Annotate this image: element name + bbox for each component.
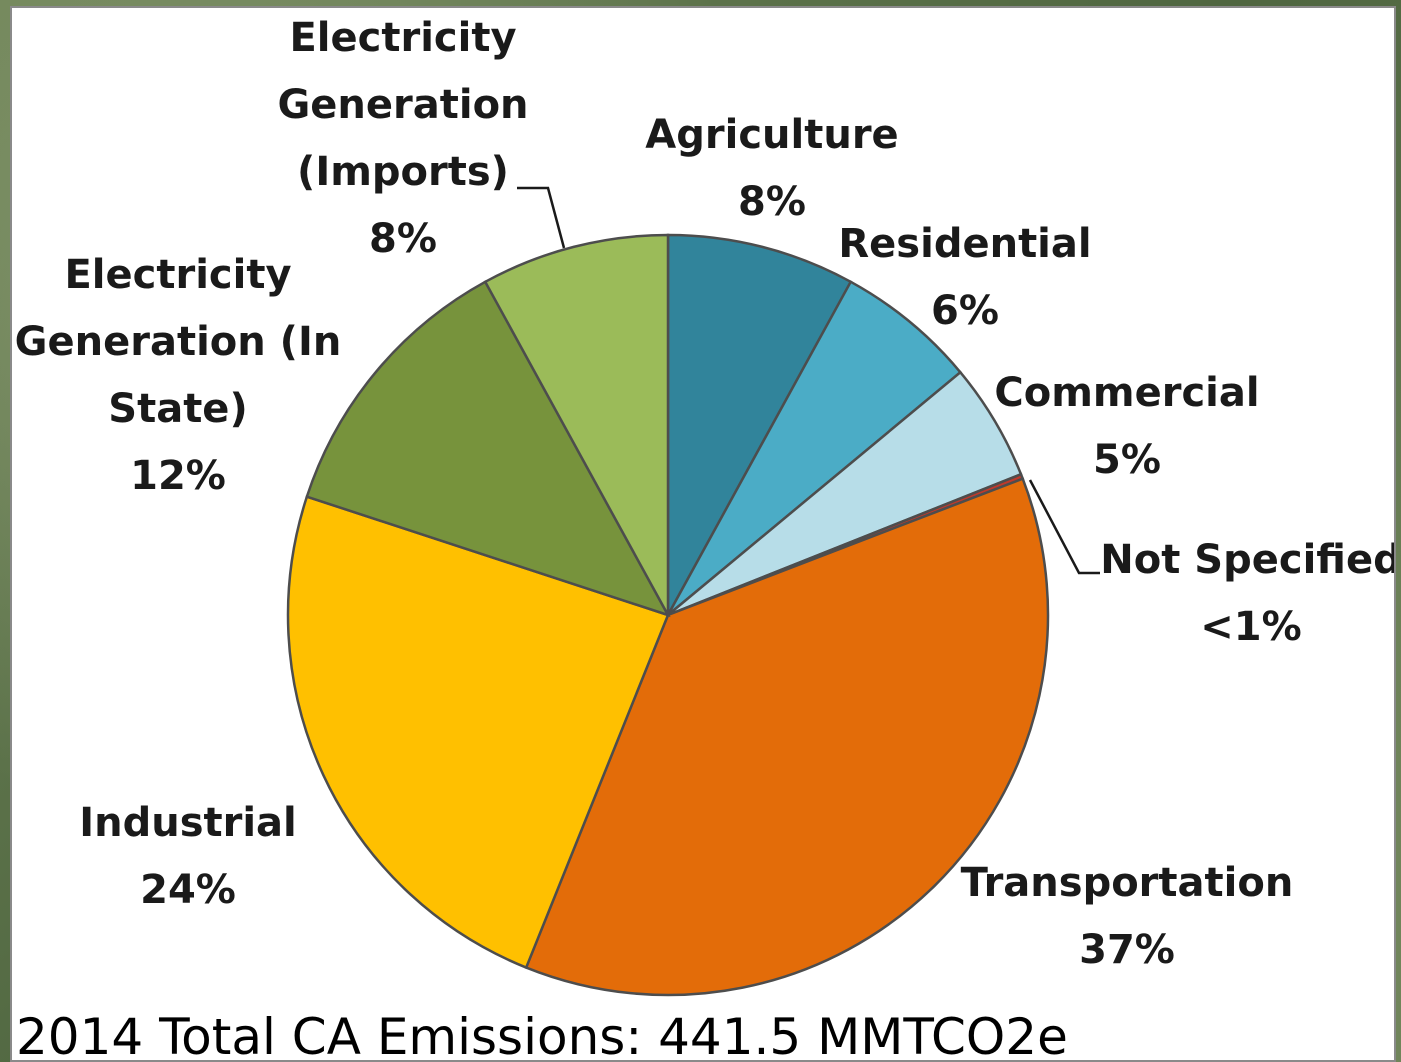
slice-label-residential: Residential 6% [838,221,1091,334]
chart-title: 2014 Total CA Emissions: 441.5 MMTCO2e [16,1008,1068,1062]
leader-line-imports [517,186,566,249]
pie-slice-industrial [286,495,670,970]
pie-chart: Agriculture 8%Residential 6% Commercial 5% No… [15,15,1396,1062]
chart-panel: Agriculture 8% Residential 6% Commercial 5% No… [10,6,1396,1062]
leader-line-not-specified [1028,479,1100,575]
slice-label-electricity-generation-in-state: Electricity Generation (In State) 12% [15,252,342,499]
pie-slices [286,233,1050,997]
slice-label-agriculture: Agriculture 8% [645,112,898,225]
slice-label-transportation: Transportation 37% [961,860,1294,973]
slice-label-electricity-generation-imports: Electricity Generation (Imports) 8% [277,15,528,262]
slice-label-commercial: Commercial 5% [994,370,1259,483]
pie-slice-agriculture [666,233,853,616]
slice-label-industrial: Industrial 24% [79,800,297,913]
pie-slice-residential [666,280,963,616]
pie-slice-electricity-generation-imports [483,233,670,616]
slice-labels: Agriculture 8%Residential 6% Commercial 5% No… [15,15,1396,973]
pie-slice-transportation [524,477,1050,997]
leader-lines [517,186,1100,575]
slice-label-not-specified: Not Specified <1% [1100,537,1396,650]
pie-slice-electricity-generation-in-state [305,280,671,618]
